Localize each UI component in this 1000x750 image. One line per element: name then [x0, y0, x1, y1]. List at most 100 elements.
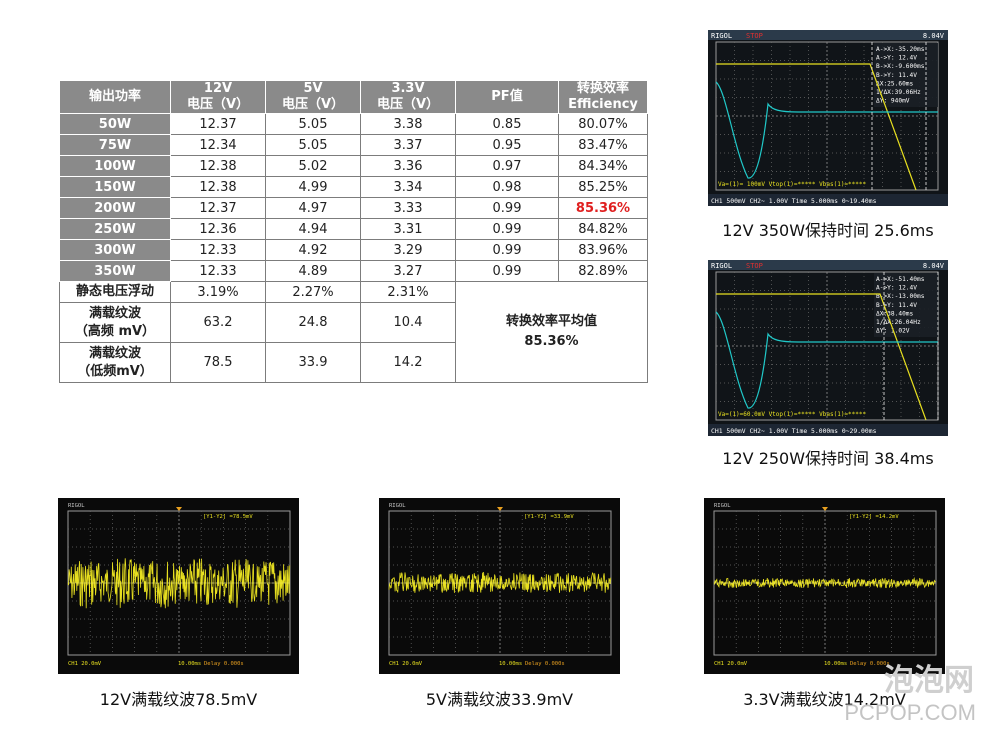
table-row: 50W 12.37 5.05 3.38 0.85 80.07% — [59, 113, 648, 135]
scope-brand: RIGOL — [389, 503, 406, 509]
table-cell: 0.99 — [455, 218, 559, 240]
watermark-logo: 泡泡网 — [884, 663, 974, 698]
table-cell: 85.36% — [558, 197, 648, 219]
cursor-readout: A->X:-35.20ms — [876, 46, 925, 53]
spec-table: 输出功率 12V 电压（V） 5V 电压（V） 3.3V 电压（V） PF值 转… — [59, 80, 648, 383]
table-row: 75W 12.34 5.05 3.37 0.95 83.47% — [59, 134, 648, 156]
table-cell: 84.34% — [558, 155, 648, 177]
row-power-label: 100W — [59, 155, 171, 177]
trace-12v — [716, 293, 927, 421]
channel-scale: CH1 20.0mV — [68, 661, 102, 667]
row-power-label: 150W — [59, 176, 171, 198]
ripple-caption-3v3: 3.3V满载纹波14.2mV — [743, 690, 906, 709]
table-cell: 82.89% — [558, 260, 648, 282]
holdup-scope-350w: RIGOL STOP 8.04V A->X:-35.20ms A->Y: 12.4V B-… — [708, 30, 948, 206]
table-cell: 12.33 — [170, 260, 266, 282]
table-cell: 12.38 — [170, 155, 266, 177]
row-power-label: 75W — [59, 134, 171, 156]
row-power-label: 200W — [59, 197, 171, 219]
table-cell: 3.36 — [360, 155, 456, 177]
holdup-scope-250w: RIGOL STOP 8.04V A->X:-51.40ms A->Y: 12.4V B-… — [708, 260, 948, 436]
cursor-readout: A->Y: 12.4V — [876, 285, 917, 292]
table-cell: 4.94 — [265, 218, 361, 240]
cursor-readout: 1/ΔX:26.04Hz — [876, 319, 921, 326]
ripple-measurement: [Y1-Y2] =14.2mV — [849, 514, 899, 520]
delay-readout: Delay 0.000s — [850, 661, 890, 667]
table-row: 300W 12.33 4.92 3.29 0.99 83.96% — [59, 239, 648, 261]
table-cell: 0.97 — [455, 155, 559, 177]
scope-brand: RIGOL — [714, 503, 731, 509]
trigger-marker-icon — [497, 507, 503, 511]
measure-footer: Va=(1)= 100mV Vtop(1)=***** Vbas(1)=****… — [718, 181, 866, 188]
holdup-caption-350w: 12V 350W保持时间 25.6ms — [722, 221, 934, 240]
ripple-scope-5v: RIGOL [Y1-Y2] =33.9mV CH1 20.0mV 10.00ms Del… — [379, 498, 620, 674]
table-cell: 12.33 — [170, 239, 266, 261]
channel-scale: CH1 20.0mV — [714, 661, 748, 667]
table-cell: 0.95 — [455, 134, 559, 156]
table-cell: 33.9 — [265, 342, 361, 383]
row-power-label: 350W — [59, 260, 171, 282]
header-efficiency: 转换效率 Efficiency — [558, 80, 648, 114]
table-cell: 2.31% — [360, 281, 456, 303]
table-cell: 12.37 — [170, 197, 266, 219]
table-cell: 10.4 — [360, 302, 456, 343]
ripple-trace — [388, 571, 612, 594]
trigger-marker-icon — [822, 507, 828, 511]
table-cell: 4.89 — [265, 260, 361, 282]
channel-scale: CH1 20.0mV — [389, 661, 423, 667]
scope-display: RIGOL [Y1-Y2] =78.5mV CH1 20.0mV 10.00ms Del… — [58, 498, 299, 674]
table-cell: 3.34 — [360, 176, 456, 198]
ripple-measurement: [Y1-Y2] =78.5mV — [203, 514, 253, 520]
table-row: 150W 12.38 4.99 3.34 0.98 85.25% — [59, 176, 648, 198]
table-cell: 4.97 — [265, 197, 361, 219]
cursor-readout: A->X:-51.40ms — [876, 276, 925, 283]
table-cell: 2.27% — [265, 281, 361, 303]
table-cell: 78.5 — [170, 342, 266, 383]
row-power-label: 250W — [59, 218, 171, 240]
table-cell: 14.2 — [360, 342, 456, 383]
table-cell: 5.05 — [265, 113, 361, 135]
scope-trigger-level: 8.04V — [923, 262, 945, 270]
time-scale: 10.00ms — [824, 661, 847, 667]
scope-grid — [715, 271, 939, 421]
ripple-measurement: [Y1-Y2] =33.9mV — [524, 514, 574, 520]
time-scale: 10.00ms — [178, 661, 201, 667]
table-cell: 0.99 — [455, 260, 559, 282]
cursor-readout: B->Y: 11.4V — [876, 72, 917, 79]
header-12v: 12V 电压（V） — [170, 80, 266, 114]
table-cell: 12.38 — [170, 176, 266, 198]
scope-state: STOP — [746, 32, 763, 40]
table-cell: 24.8 — [265, 302, 361, 343]
average-efficiency: 转换效率平均值 85.36% — [455, 281, 648, 383]
ripple-scope-12v: RIGOL [Y1-Y2] =78.5mV CH1 20.0mV 10.00ms Del… — [58, 498, 299, 674]
ripple-caption-5v: 5V满载纹波33.9mV — [425, 690, 574, 709]
table-cell: 3.37 — [360, 134, 456, 156]
scope-status-bar: CH1 500mV CH2~ 1.00V Time 5.000ms 0~29.0… — [711, 427, 877, 435]
table-cell: 3.33 — [360, 197, 456, 219]
cursor-readout: A->Y: 12.4V — [876, 55, 917, 62]
row-power-label: 300W — [59, 239, 171, 261]
trace-ac — [715, 311, 938, 409]
table-cell: 0.85 — [455, 113, 559, 135]
measure-footer: Va=(1)=60.0mV Vtop(1)=***** Vbas(1)=****… — [718, 411, 866, 418]
table-cell: 83.47% — [558, 134, 648, 156]
scope-trigger-level: 8.04V — [923, 32, 945, 40]
table-cell: 83.96% — [558, 239, 648, 261]
table-row: 200W 12.37 4.97 3.33 0.99 85.36% — [59, 197, 648, 219]
row-power-label: 50W — [59, 113, 171, 135]
trigger-marker-icon — [176, 507, 182, 511]
table-row: 250W 12.36 4.94 3.31 0.99 84.82% — [59, 218, 648, 240]
ripple-scope-3v3: RIGOL [Y1-Y2] =14.2mV CH1 20.0mV 10.00ms Del… — [704, 498, 945, 674]
trace-ac — [715, 81, 938, 179]
table-cell: 3.31 — [360, 218, 456, 240]
table-cell: 80.07% — [558, 113, 648, 135]
ripple-low-row: 满载纹波 （低频mV） 78.5 33.9 14.2 — [59, 342, 648, 383]
header-3v3: 3.3V 电压（V） — [360, 80, 456, 114]
table-header-row: 输出功率 12V 电压（V） 5V 电压（V） 3.3V 电压（V） PF值 转… — [59, 80, 648, 114]
holdup-caption-250w: 12V 250W保持时间 38.4ms — [722, 449, 934, 468]
cursor-readout: ΔX:38.40ms — [876, 310, 914, 317]
cursor-readout: ΔX:25.60ms — [876, 80, 914, 87]
table-cell: 4.99 — [265, 176, 361, 198]
table-cell: 12.36 — [170, 218, 266, 240]
